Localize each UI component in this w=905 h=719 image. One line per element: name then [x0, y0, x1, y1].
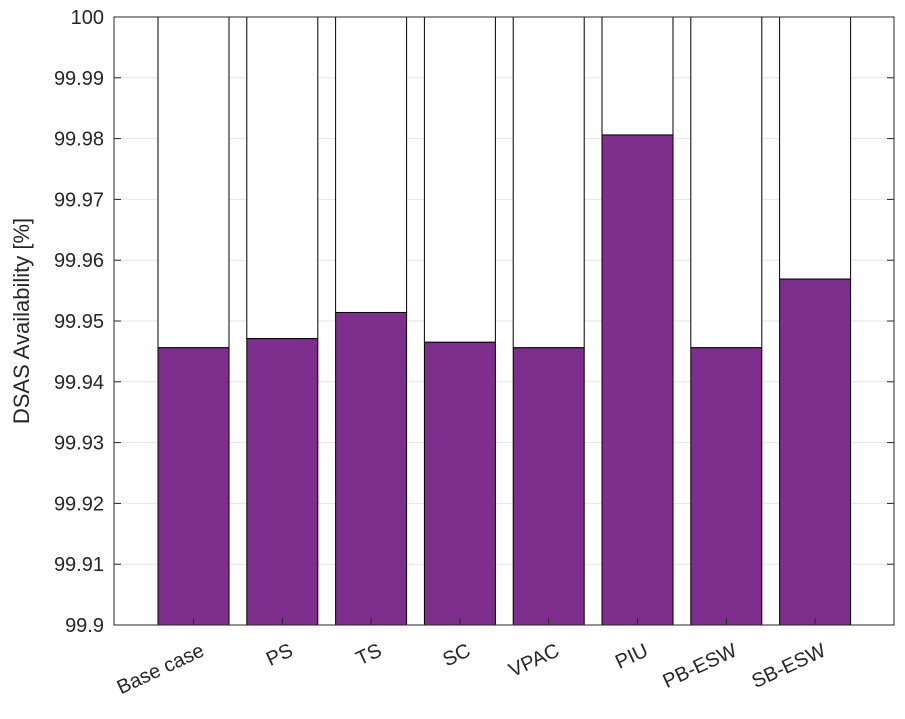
bar [246, 338, 319, 626]
bar-remainder [246, 16, 319, 340]
x-tick-label: PS [263, 640, 296, 671]
x-tick-label: PIU [612, 640, 652, 674]
y-tick-label: 99.91 [54, 554, 104, 576]
x-axis: Base case PS TS SC VPAC PIU PB-ESW SB-ESW [114, 618, 829, 699]
bar [601, 134, 674, 626]
x-tick-label: TS [353, 640, 385, 671]
y-tick-label: 99.9 [65, 615, 104, 637]
x-tick-label: Base case [114, 640, 208, 699]
y-tick-label: 99.92 [54, 493, 104, 515]
bar [512, 347, 585, 626]
x-tick-label: SC [440, 640, 474, 672]
x-tick-label: PB-ESW [660, 640, 741, 693]
bar [157, 347, 230, 626]
bar [690, 347, 763, 626]
y-tick-label: 99.98 [54, 129, 104, 151]
bar-remainder [335, 16, 408, 313]
bar [423, 341, 496, 626]
x-tick-label: VPAC [505, 640, 562, 682]
y-tick-label: 99.97 [54, 189, 104, 211]
y-tick-label: 100 [71, 7, 104, 29]
y-axis: 99.9 99.91 99.92 99.93 99.94 99.95 99.96 99.97 9… [54, 7, 894, 637]
bar-remainder [512, 16, 585, 349]
bars [157, 16, 852, 626]
y-tick-label: 99.99 [54, 68, 104, 90]
bar [779, 278, 852, 626]
y-tick-label: 99.96 [54, 250, 104, 272]
bar-remainder [690, 16, 763, 349]
x-tick-label: SB-ESW [748, 640, 829, 693]
bar-remainder [157, 16, 230, 349]
gridlines [114, 77, 894, 565]
y-tick-label: 99.94 [54, 372, 104, 394]
bar-remainder [423, 16, 496, 343]
y-axis-title: DSAS Availability [%] [9, 218, 34, 424]
y-tick-label: 99.95 [54, 311, 104, 333]
bar-remainder [601, 16, 674, 136]
bar-remainder [779, 16, 852, 280]
y-tick-label: 99.93 [54, 433, 104, 455]
bar [335, 311, 408, 626]
